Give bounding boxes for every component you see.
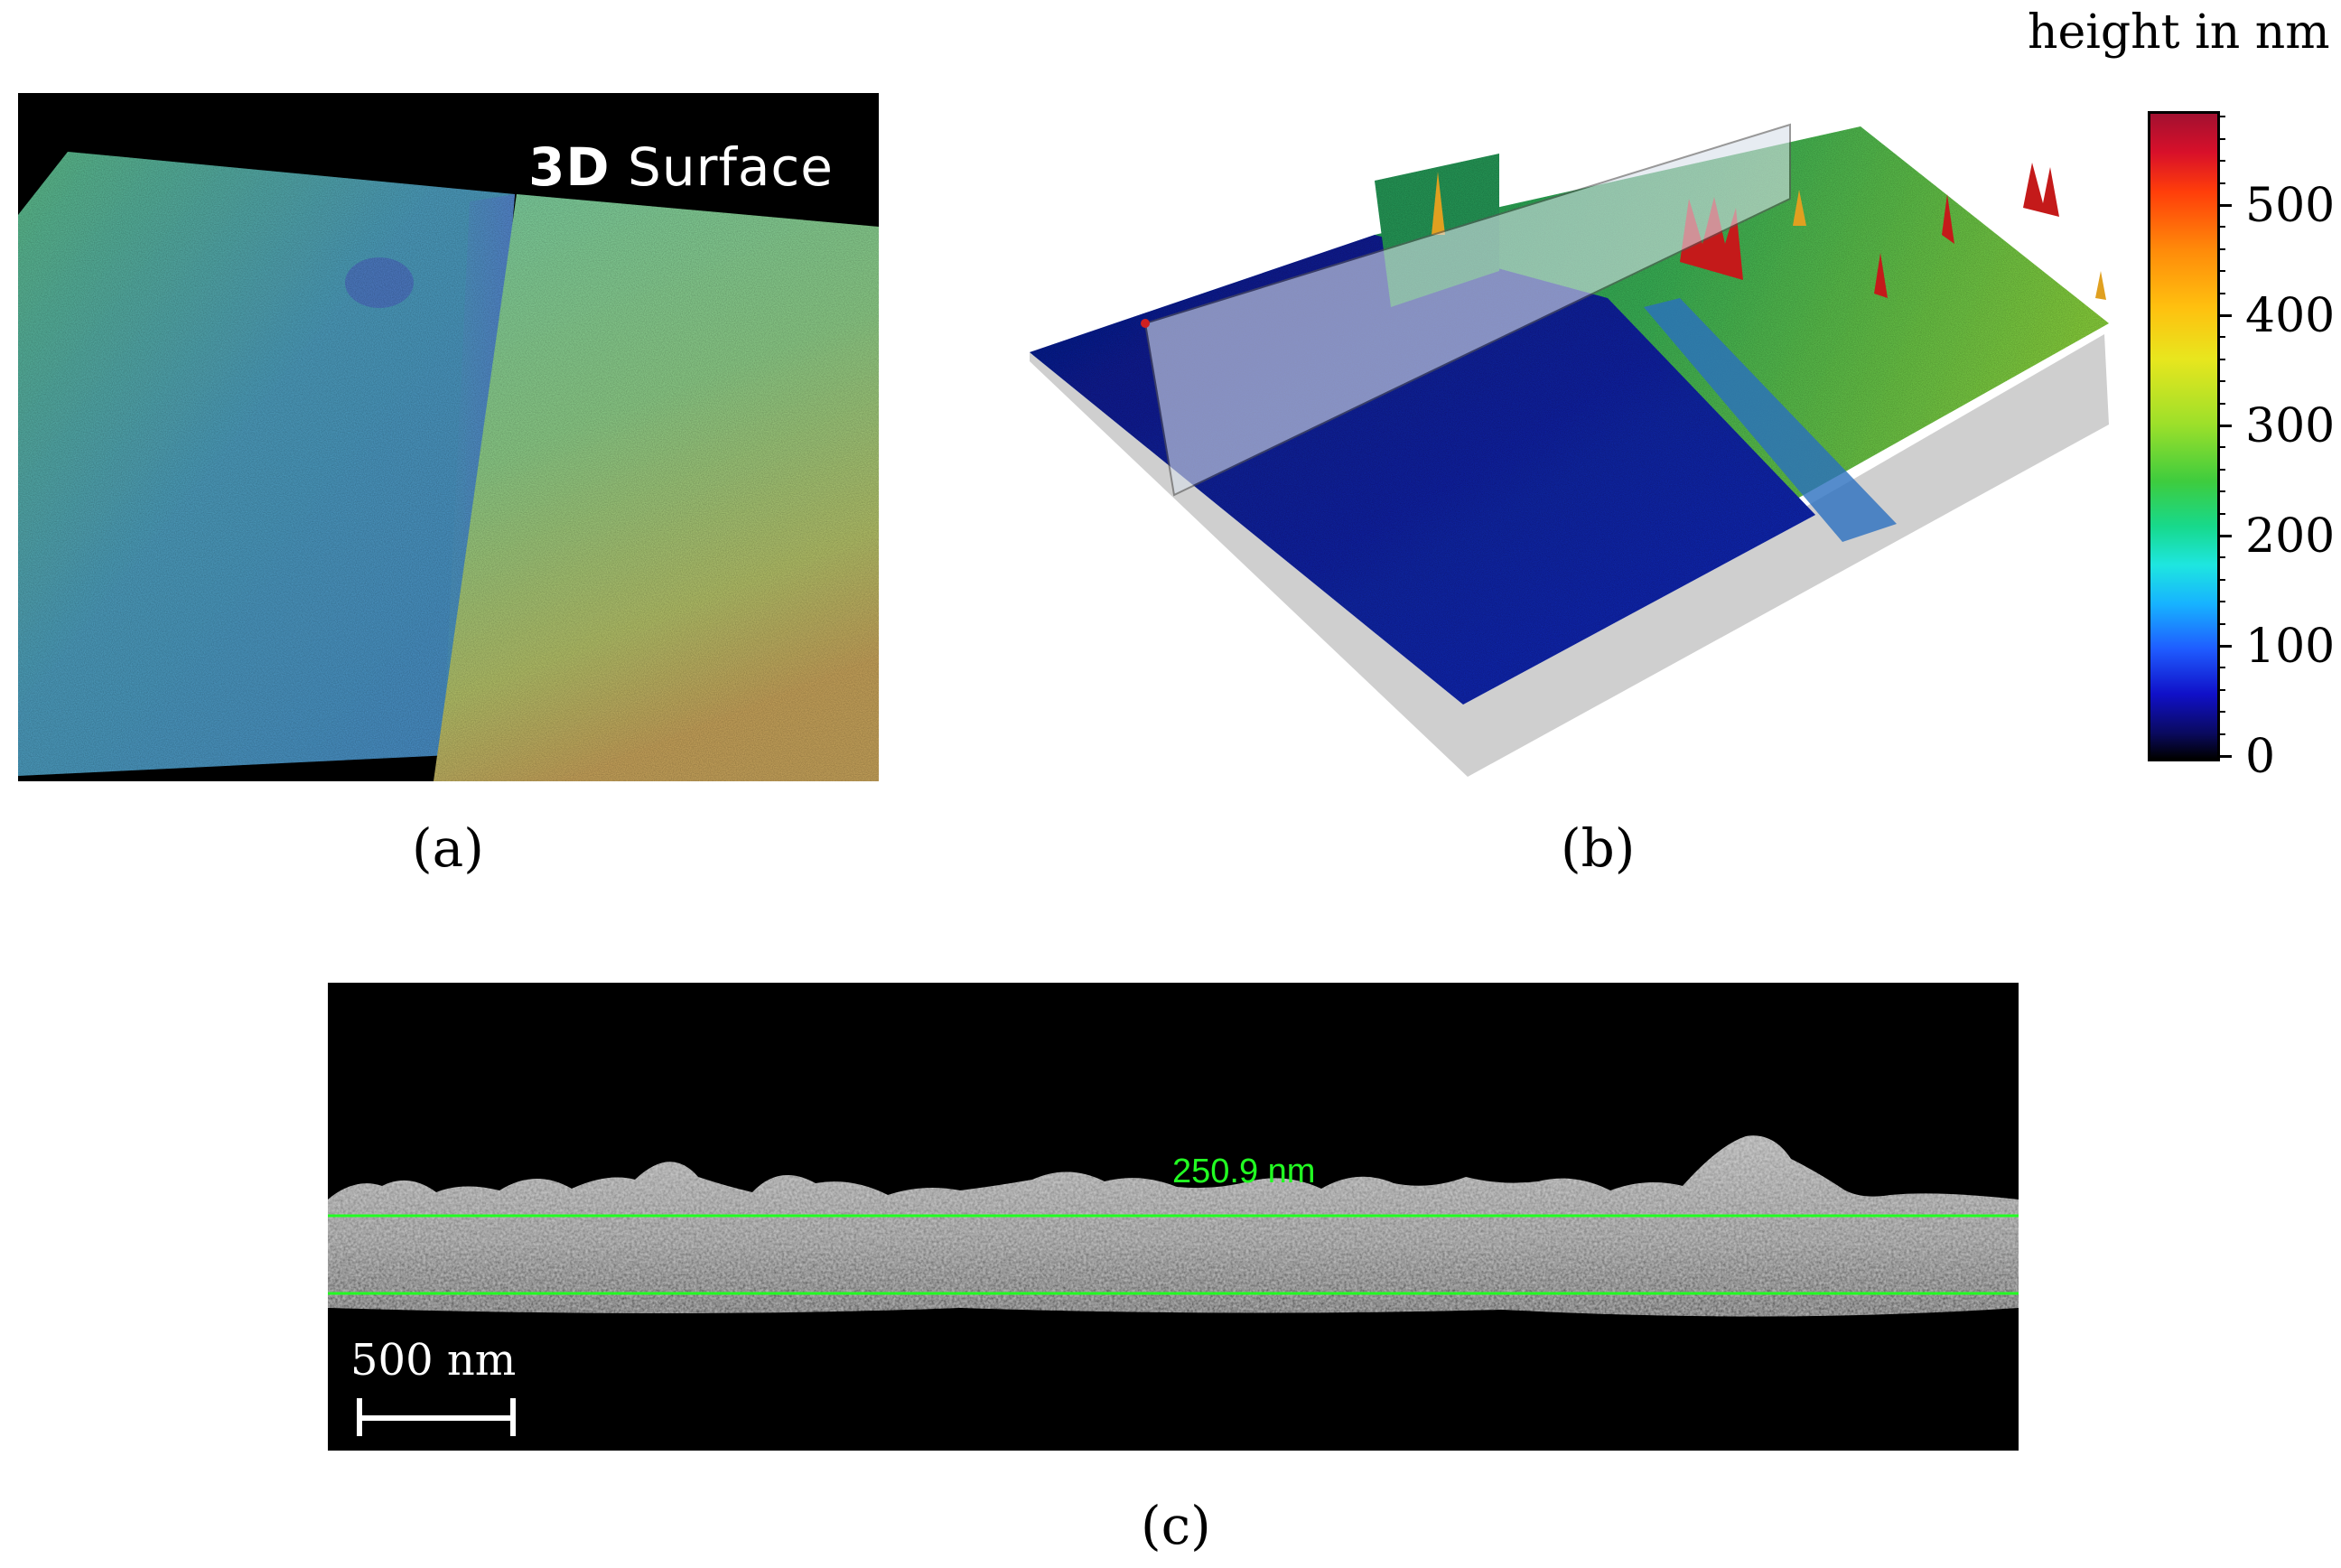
scale-bar-label: 500 nm xyxy=(350,1335,517,1386)
colorbar-minor-tick xyxy=(2217,137,2225,140)
colorbar-minor-tick xyxy=(2217,468,2225,471)
colorbar-label: 0 xyxy=(2245,730,2276,784)
colorbar-minor-tick xyxy=(2217,490,2225,493)
colorbar-minor-tick xyxy=(2217,512,2225,515)
colorbar-minor-tick xyxy=(2217,116,2225,118)
thickness-measurement-label: 250.9 nm xyxy=(1172,1153,1316,1190)
colorbar-major-tick xyxy=(2217,645,2232,648)
colorbar-minor-tick xyxy=(2217,446,2225,449)
colorbar-major-tick xyxy=(2217,425,2232,427)
surface-overlay-label: 3D Surface xyxy=(528,136,834,198)
colorbar-minor-tick xyxy=(2217,601,2225,603)
colorbar-label: 300 xyxy=(2245,399,2336,453)
colorbar-minor-tick xyxy=(2217,226,2225,229)
caption-b: (b) xyxy=(1561,817,1636,879)
afm-height-map xyxy=(1030,90,2122,795)
colorbar-major-tick xyxy=(2217,535,2232,537)
colorbar xyxy=(2148,111,2220,761)
colorbar-major-tick xyxy=(2217,755,2232,758)
colorbar-major-tick xyxy=(2217,204,2232,207)
colorbar-minor-tick xyxy=(2217,578,2225,581)
colorbar-major-tick xyxy=(2217,314,2232,317)
surface-render-image: 3D Surface xyxy=(18,93,879,781)
colorbar-label: 400 xyxy=(2245,289,2336,343)
colorbar-minor-tick xyxy=(2217,733,2225,735)
colorbar-minor-tick xyxy=(2217,270,2225,273)
colorbar-minor-tick xyxy=(2217,402,2225,405)
sem-cross-section-image: 250.9 nm 500 nm xyxy=(328,983,2019,1451)
colorbar-minor-tick xyxy=(2217,556,2225,559)
colorbar-minor-tick xyxy=(2217,711,2225,714)
caption-a: (a) xyxy=(412,817,484,879)
colorbar-minor-tick xyxy=(2217,380,2225,383)
colorbar-minor-tick xyxy=(2217,292,2225,294)
colorbar-minor-tick xyxy=(2217,336,2225,339)
caption-c: (c) xyxy=(1141,1495,1211,1556)
colorbar-label: 500 xyxy=(2245,179,2336,233)
colorbar-minor-tick xyxy=(2217,622,2225,625)
colorbar-minor-tick xyxy=(2217,688,2225,691)
colorbar-minor-tick xyxy=(2217,358,2225,360)
colorbar-label: 200 xyxy=(2245,509,2336,564)
colorbar-title: height in nm xyxy=(2028,5,2330,60)
colorbar-minor-tick xyxy=(2217,160,2225,163)
colorbar-minor-tick xyxy=(2217,667,2225,669)
colorbar-minor-tick xyxy=(2217,247,2225,250)
colorbar-label: 100 xyxy=(2245,620,2336,674)
colorbar-minor-tick xyxy=(2217,182,2225,184)
